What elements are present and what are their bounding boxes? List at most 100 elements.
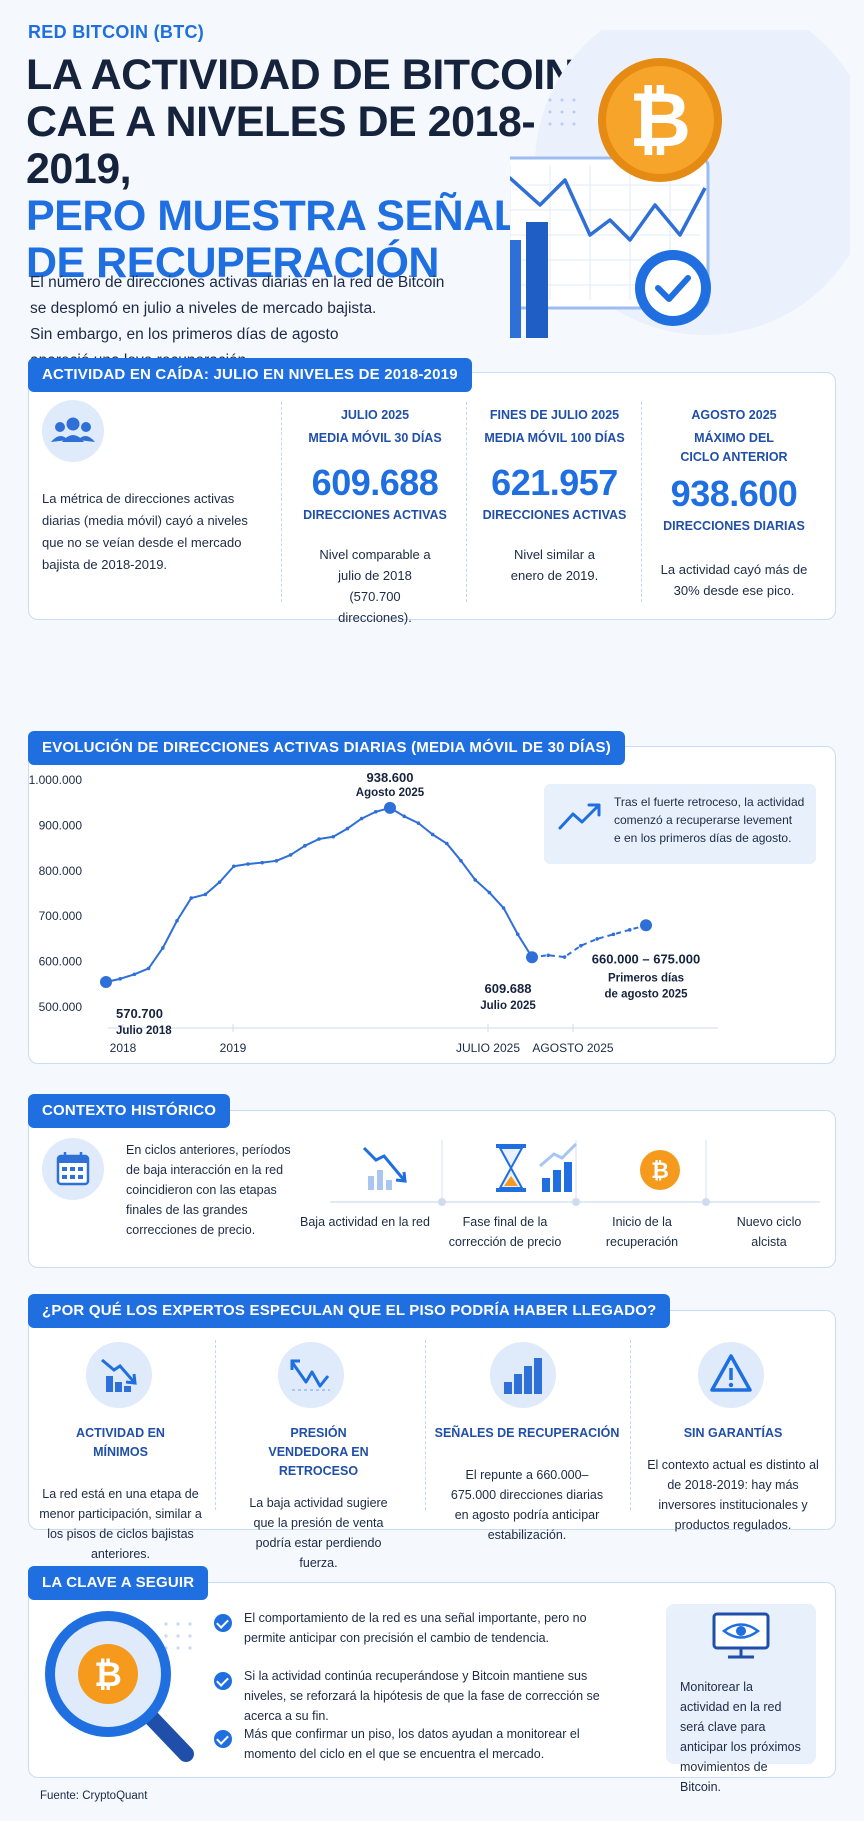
decline-bars-icon [86,1342,152,1408]
bitcoin-coin-icon: ₿ [598,58,722,182]
projection-line [531,924,647,959]
declining-chart-icon [362,1146,407,1190]
stat-julio-2025: JULIO 2025 MEDIA MÓVIL 30 DÍAS 609.688 D… [290,406,460,628]
stat-period: JULIO 2025 [340,408,410,422]
key-point: Si la actividad continúa recuperándose y… [244,1669,600,1723]
annotation-label: Julio 2025 [480,1000,536,1012]
highlight-point [384,801,396,814]
y-tick-label: 600.000 [39,955,83,969]
stat-metric: MEDIA MÓVIL 100 DÍAS [484,431,625,445]
magnifier-bitcoin-icon: ₿ [45,1611,194,1762]
data-point [118,977,122,981]
annotation-value: 570.700 [116,1006,163,1021]
expert-item-2: PRESIÓN VENDEDORA EN RETROCESO La baja a… [226,1424,411,1573]
callout-line: comenzó a recuperarse levement [614,813,793,827]
data-point [501,906,506,910]
expert-desc: La red está en una etapa de menor partic… [39,1487,202,1561]
context-description: En ciclos anteriores, períodos de baja i… [126,1140,326,1240]
stat-note: Nivel similar a enero de 2019. [510,547,599,583]
divider [466,402,467,602]
stat-value: 938.600 [670,473,798,514]
dots-icon [548,98,576,126]
divider [630,1340,631,1510]
stat-unit: DIRECCIONES ACTIVAS [482,508,627,522]
activity-section-title: ACTIVIDAD EN CAÍDA: JULIO EN NIVELES DE … [28,358,472,392]
annotation-label: Agosto 2025 [356,787,425,799]
data-point [562,955,567,959]
eyebrow-label: RED BITCOIN (BTC) [28,22,205,42]
data-point [331,834,336,839]
highlight-point [526,951,538,964]
expert-title: SEÑALES DE RECUPERACIÓN [434,1426,620,1440]
zigzag-arrow-icon [278,1342,344,1408]
stat-fines-julio-2025: FINES DE JULIO 2025 MEDIA MÓVIL 100 DÍAS… [472,406,637,586]
x-tick-label: JULIO 2025 [456,1041,520,1055]
expert-item-4: SIN GARANTÍAS El contexto actual es dist… [638,1424,828,1535]
data-point [546,953,551,958]
warning-icon [698,1342,764,1408]
expert-title: SIN GARANTÍAS [683,1426,783,1440]
stat-value: 621.957 [491,462,618,503]
hero-illustration: ₿ [510,30,850,338]
title-line-3: PERO MUESTRA SEÑALES [26,192,576,240]
step-label: Inicio de la recuperación [605,1215,679,1249]
data-point [416,821,421,825]
data-point [317,837,321,841]
data-point [473,878,478,882]
experts-card [28,1310,836,1530]
annotation-label: Primeros días [608,972,684,984]
experts-section-title: ¿POR QUÉ LOS EXPERTOS ESPECULAN QUE EL P… [28,1294,671,1328]
context-line: de baja interacción en la red [126,1163,284,1177]
callout-line: e en los primeros días de agosto. [614,831,791,845]
expert-desc: La baja actividad sugiere que la presión… [249,1496,388,1570]
x-tick-label: 2019 [220,1041,247,1055]
key-point: El comportamiento de la red es una señal… [244,1611,587,1645]
intro-text: El número de direcciones activas diarias… [30,270,490,374]
check-badge-icon [635,250,711,326]
context-line: correcciones de precio. [126,1223,256,1237]
expert-desc: El repunte a 660.000–675.000 direcciones… [450,1468,604,1542]
step-label: Baja actividad en la red [300,1215,430,1229]
title-line-2: CAE A NIVELES DE 2018-2019, [26,98,536,193]
step-label: Fase final de la corrección de precio [448,1215,562,1249]
highlight-point [100,976,112,989]
highlight-point [640,919,652,932]
expert-item-3: SEÑALES DE RECUPERACIÓN El repunte a 660… [432,1424,622,1545]
data-point [595,937,599,941]
data-point [260,860,264,865]
stat-period: AGOSTO 2025 [691,408,777,422]
data-point [611,932,616,937]
timeline-track: ₿ [330,1140,820,1206]
key-side-box: Monitorear la actividad en la red será c… [666,1604,816,1794]
data-point [303,844,307,848]
context-line: En ciclos anteriores, períodos [126,1143,291,1157]
rising-chart-icon [539,1142,578,1192]
data-point [146,966,151,971]
svg-text:₿: ₿ [651,1158,669,1183]
divider [425,1340,426,1510]
stat-note: La actividad cayó más de 30% desde ese p… [660,562,808,598]
data-point [288,853,293,857]
hourglass-icon [496,1144,526,1192]
stat-period: FINES DE JULIO 2025 [489,408,620,422]
data-point [487,890,492,895]
data-point [374,809,378,814]
bitcoin-icon: ₿ [640,1150,680,1190]
y-tick-label: 800.000 [39,864,83,878]
series-line [105,806,533,984]
data-point [161,946,165,950]
stat-metric: MÁXIMO DEL CICLO ANTERIOR [680,431,788,464]
key-side-text: Monitorear la actividad en la red será c… [680,1680,801,1794]
expert-item-1: ACTIVIDAD EN MÍNIMOS La red está en una … [28,1424,213,1564]
data-point [359,816,364,821]
data-point [516,932,520,937]
annotation-value: 938.600 [367,770,414,785]
intro-line: se desplomó en julio a niveles de mercad… [30,300,377,317]
calendar-icon [42,1138,104,1200]
expert-title: ACTIVIDAD EN MÍNIMOS [76,1426,165,1459]
monitor-eye-icon [712,1612,770,1659]
data-point [345,826,350,831]
y-tick-label: 500.000 [39,1000,83,1014]
callout-box: Tras el fuerte retroceso, la actividad co… [544,784,816,864]
data-point [203,892,208,897]
